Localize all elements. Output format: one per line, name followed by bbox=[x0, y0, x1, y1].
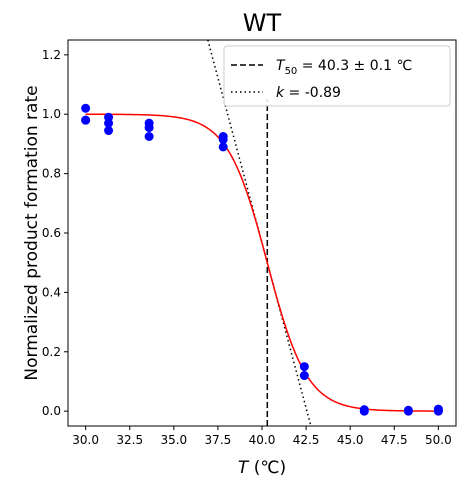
legend-item-t50: T50 = 40.3 ± 0.1 ℃ bbox=[276, 58, 412, 77]
data-points bbox=[81, 103, 443, 416]
data-point bbox=[81, 103, 91, 113]
data-point bbox=[81, 115, 91, 125]
data-point bbox=[144, 123, 154, 133]
data-point bbox=[433, 406, 443, 416]
y-tick-label: 0.0 bbox=[42, 404, 61, 418]
x-tick-label: 32.5 bbox=[116, 433, 143, 447]
data-point bbox=[299, 362, 309, 372]
x-axis-label-symbol: T bbox=[238, 458, 250, 478]
y-tick-label: 0.4 bbox=[42, 285, 61, 299]
data-point bbox=[104, 126, 114, 136]
x-axis-label-unit: (℃) bbox=[248, 458, 286, 478]
legend-k-text: = -0.89 bbox=[284, 85, 341, 101]
x-tick-label: 35.0 bbox=[160, 433, 187, 447]
x-tick-label: 42.5 bbox=[293, 433, 320, 447]
data-point bbox=[144, 132, 154, 141]
x-axis-ticks: 30.0 32.5 35.0 37.5 40.0 42.5 45.0 47.5 50.0 bbox=[72, 426, 452, 447]
y-tick-label: 0.2 bbox=[42, 345, 61, 359]
legend-box bbox=[223, 45, 451, 107]
y-tick-label: 1.2 bbox=[42, 48, 61, 62]
y-axis-ticks: 0.0 0.2 0.4 0.6 0.8 1.0 1.2 bbox=[42, 48, 68, 418]
data-point bbox=[218, 142, 228, 152]
x-axis-label: T (℃) bbox=[238, 458, 286, 478]
legend-item-k: k = -0.89 bbox=[276, 85, 341, 101]
x-tick-label: 37.5 bbox=[205, 433, 232, 447]
legend-t50-subscript: 50 bbox=[285, 66, 298, 77]
legend-k-symbol: k bbox=[276, 85, 285, 101]
y-tick-label: 0.6 bbox=[42, 226, 61, 240]
legend-t50-symbol: T bbox=[276, 58, 286, 74]
legend-t50-text: = 40.3 ± 0.1 ℃ bbox=[297, 58, 412, 74]
y-tick-label: 1.0 bbox=[42, 107, 61, 121]
x-tick-label: 50.0 bbox=[425, 433, 452, 447]
x-tick-label: 30.0 bbox=[72, 433, 99, 447]
data-point bbox=[218, 134, 228, 144]
x-tick-label: 40.0 bbox=[249, 433, 276, 447]
chart-title: WT bbox=[243, 9, 282, 37]
x-tick-label: 45.0 bbox=[337, 433, 364, 447]
x-tick-label: 47.5 bbox=[381, 433, 408, 447]
y-axis-label: Normalized product formation rate bbox=[22, 85, 42, 380]
data-point bbox=[359, 406, 369, 416]
legend: T50 = 40.3 ± 0.1 ℃ k = -0.89 bbox=[223, 45, 451, 107]
data-point bbox=[403, 406, 413, 416]
y-tick-label: 0.8 bbox=[42, 167, 61, 181]
sigmoid-fit-curve bbox=[85, 113, 439, 412]
data-point bbox=[104, 118, 114, 128]
data-point bbox=[299, 371, 309, 381]
